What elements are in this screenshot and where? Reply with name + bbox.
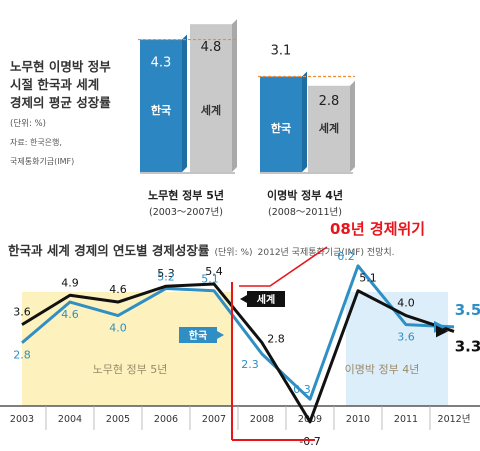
world-value-label-6: -0.7 bbox=[299, 435, 320, 448]
korea-bar-label-1: 한국 bbox=[271, 121, 291, 135]
korea-bar-1 bbox=[260, 76, 302, 172]
korea-legend-label: 한국 bbox=[189, 330, 207, 342]
avg-growth-title-line-3: 경제의 평균 성장률 bbox=[10, 95, 111, 110]
yearly-growth-unit: (단위: %) bbox=[214, 248, 253, 258]
korea-value-label-1: 4.6 bbox=[61, 308, 79, 321]
korea-value-label-2: 4.0 bbox=[109, 322, 127, 335]
yearly-growth-caption: 한국과 세계 경제의 연도별 경제성장률 (단위: %) 2012년 국제통화기… bbox=[8, 240, 395, 259]
world-bar-0 bbox=[190, 24, 232, 172]
forecast-note: 2012년 국제통화기금(IMF) 전망치. bbox=[257, 248, 395, 258]
x-tick-label-8: 2011 bbox=[394, 414, 418, 425]
x-tick-label-2: 2005 bbox=[106, 414, 130, 425]
group-sublabel-1: (2008～2011년) bbox=[268, 207, 342, 218]
source-line-1: 자료: 한국은행, bbox=[10, 138, 62, 147]
world-value-label-2: 4.6 bbox=[109, 283, 127, 296]
korea-bar-side-1 bbox=[302, 71, 307, 172]
korea-bar-value-0: 4.3 bbox=[151, 56, 172, 71]
korea-bar-value-1: 3.1 bbox=[271, 44, 292, 59]
world-bar-value-0: 4.8 bbox=[201, 40, 222, 55]
series-line-1 bbox=[21, 264, 455, 401]
avg-growth-title-line-2: 시절 한국과 세계 bbox=[10, 77, 100, 92]
crisis-leader-line bbox=[239, 246, 328, 287]
group-sublabel-0: (2003～2007년) bbox=[149, 207, 223, 218]
x-tick-label-7: 2010 bbox=[346, 414, 370, 425]
korea-value-label-6: 0.3 bbox=[293, 383, 311, 396]
korea-value-label-0: 2.8 bbox=[13, 349, 31, 362]
world-bar-label-0: 세계 bbox=[201, 103, 221, 117]
period-band-label-0: 노무현 정부 5년 bbox=[93, 363, 168, 376]
world-value-label-7: 5.1 bbox=[359, 272, 377, 285]
crisis-annotation-label: 08년 경제위기 bbox=[330, 220, 425, 238]
x-tick-label-4: 2007 bbox=[202, 414, 226, 425]
world-arrowhead bbox=[436, 325, 448, 338]
period-band-label-1: 이명박 정부 4년 bbox=[345, 363, 420, 376]
world-value-label-0: 3.6 bbox=[13, 306, 31, 319]
korea-value-label-4: 5.1 bbox=[201, 273, 219, 286]
world-bar-side-0 bbox=[232, 19, 237, 172]
x-tick-label-3: 2006 bbox=[154, 414, 178, 425]
avg-growth-unit: (단위: %) bbox=[10, 119, 46, 129]
avg-growth-title-line-1: 노무현 이명박 정부 bbox=[10, 59, 111, 74]
korea-value-label-9: 3.5 bbox=[455, 301, 480, 319]
group-label-0: 노무현 정부 5년 bbox=[148, 188, 224, 202]
source-line-2: 국제통화기금(IMF) bbox=[10, 157, 75, 166]
x-tick-label-9: 2012년 bbox=[438, 414, 471, 425]
world-legend-badge bbox=[247, 291, 285, 307]
korea-value-label-5: 2.3 bbox=[241, 358, 259, 371]
korea-bar-0 bbox=[140, 39, 182, 173]
series-line-0 bbox=[21, 282, 455, 424]
world-legend-label: 세계 bbox=[257, 293, 275, 306]
world-legend-pointer bbox=[240, 295, 247, 303]
korea-value-label-8: 3.6 bbox=[397, 331, 415, 344]
world-bar-side-1 bbox=[350, 80, 355, 172]
world-bar-label-1: 세계 bbox=[319, 121, 339, 135]
world-value-label-8: 4.0 bbox=[397, 297, 415, 310]
world-value-label-5: 2.8 bbox=[267, 333, 285, 346]
x-tick-label-5: 2008 bbox=[250, 414, 274, 425]
korea-bar-side-0 bbox=[182, 34, 187, 173]
avg-growth-caption: 노무현 이명박 정부 시절 한국과 세계 경제의 평균 성장률 (단위: %) … bbox=[10, 58, 150, 167]
world-value-label-9: 3.3 bbox=[455, 337, 480, 355]
world-bar-1 bbox=[308, 85, 350, 172]
world-bar-value-1: 2.8 bbox=[319, 94, 340, 109]
korea-legend-pointer bbox=[217, 331, 224, 339]
world-value-label-4: 5.4 bbox=[205, 265, 223, 278]
world-value-label-3: 5.3 bbox=[157, 267, 175, 280]
x-tick-label-1: 2004 bbox=[58, 414, 82, 425]
korea-value-label-3: 5.2 bbox=[157, 270, 175, 283]
world-value-label-1: 4.9 bbox=[61, 276, 79, 289]
korea-bar-label-0: 한국 bbox=[151, 103, 171, 117]
korea-value-label-7: 6.2 bbox=[337, 250, 355, 263]
korea-legend-badge bbox=[179, 327, 217, 343]
group-label-1: 이명박 정부 4년 bbox=[267, 188, 343, 202]
yearly-growth-title: 한국과 세계 경제의 연도별 경제성장률 bbox=[8, 243, 210, 258]
x-tick-label-0: 2003 bbox=[10, 414, 34, 425]
